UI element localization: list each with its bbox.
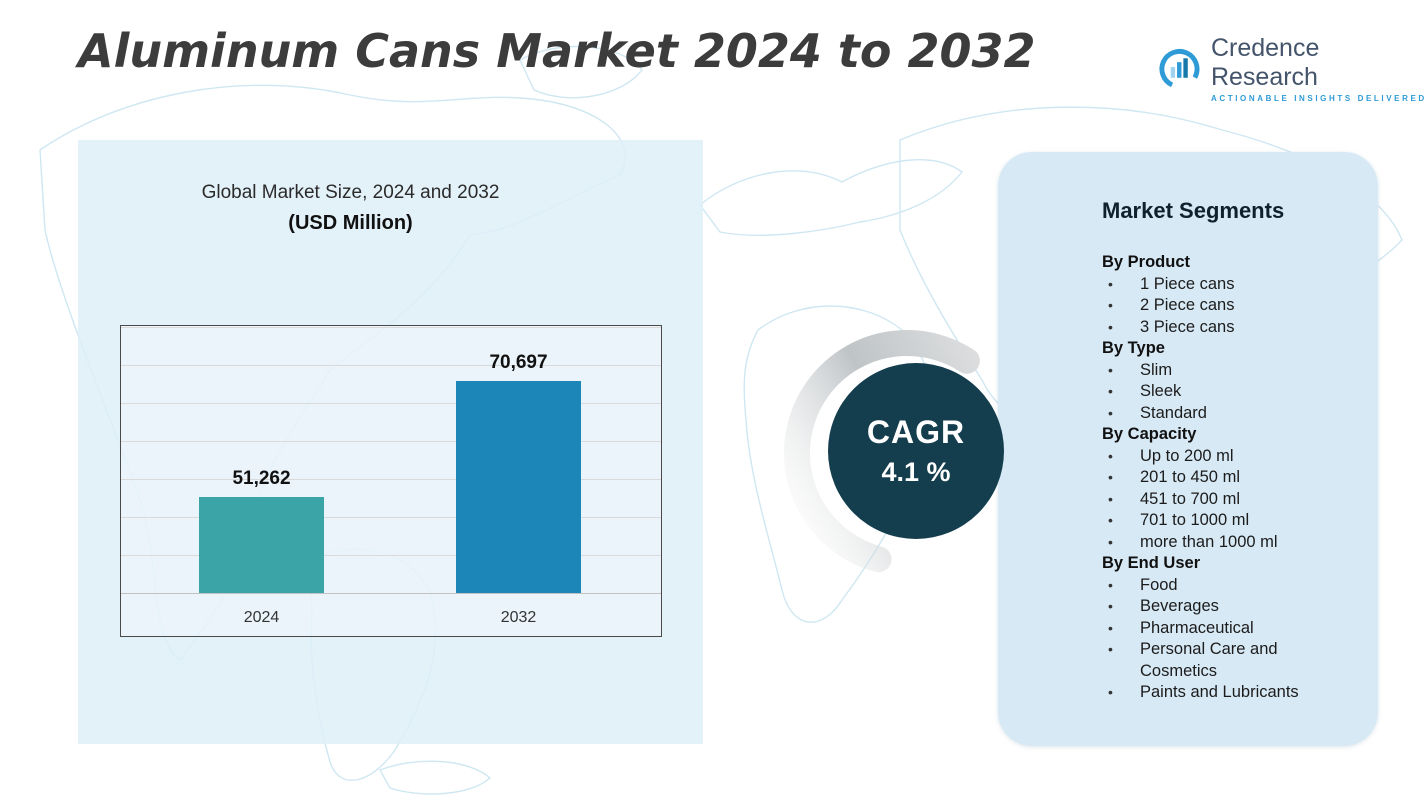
- segment-item: Up to 200 ml: [1102, 446, 1354, 468]
- segment-list: Up to 200 ml 201 to 450 ml 451 to 700 ml…: [1102, 446, 1354, 554]
- bar-2032: 70,697: [456, 352, 581, 593]
- x-axis-label-2024: 2024: [243, 609, 280, 626]
- segment-item: 3 Piece cans: [1102, 317, 1354, 339]
- segment-group-heading: By Type: [1102, 339, 1165, 357]
- bar-value-label-2032: 70,697: [489, 352, 548, 373]
- segment-group-type: By Type Slim Sleek Standard: [1102, 338, 1354, 424]
- x-axis-label-2032: 2032: [500, 609, 537, 626]
- segments-title: Market Segments: [1102, 198, 1285, 223]
- chart-title: Global Market Size, 2024 and 2032 (USD M…: [78, 182, 623, 235]
- brand-logo: Credence Research Actionable Insights De…: [1158, 34, 1428, 103]
- segment-item: 701 to 1000 ml: [1102, 510, 1354, 532]
- segment-item: 1 Piece cans: [1102, 274, 1354, 296]
- cagr-label: CAGR: [866, 414, 966, 450]
- brand-tagline: Actionable Insights Delivered: [1210, 94, 1427, 103]
- segment-group-capacity: By Capacity Up to 200 ml 201 to 450 ml 4…: [1102, 424, 1354, 553]
- segment-list: 1 Piece cans 2 Piece cans 3 Piece cans: [1102, 274, 1354, 339]
- segment-list: Slim Sleek Standard: [1102, 360, 1354, 425]
- bar-2024: 51,262: [199, 468, 324, 593]
- bar-value-label-2024: 51,262: [232, 468, 291, 489]
- brand-logo-icon: [1159, 48, 1200, 89]
- segment-list: Food Beverages Pharmaceutical Personal C…: [1102, 575, 1354, 704]
- bar-chart: 51,262 70,697 2024 2032: [120, 325, 662, 637]
- segment-item: Beverages: [1102, 596, 1354, 618]
- chart-title-line2: (USD Million): [288, 212, 413, 234]
- cagr-value: 4.1 %: [881, 457, 951, 487]
- plot-area: 51,262 70,697: [121, 326, 661, 594]
- market-segments-panel: Market Segments By Product 1 Piece cans …: [998, 152, 1378, 746]
- cagr-crescent-accent: [784, 330, 1030, 576]
- segments-content: By Product 1 Piece cans 2 Piece cans 3 P…: [1102, 252, 1354, 704]
- segment-group-end-user: By End User Food Beverages Pharmaceutica…: [1102, 553, 1354, 704]
- segment-item: Standard: [1102, 403, 1354, 425]
- segment-item: 451 to 700 ml: [1102, 489, 1354, 511]
- cagr-badge: CAGR 4.1 %: [828, 363, 1004, 539]
- brand-name: Credence Research: [1210, 34, 1320, 91]
- market-size-panel: Global Market Size, 2024 and 2032 (USD M…: [78, 140, 703, 744]
- segment-group-heading: By Product: [1102, 253, 1191, 271]
- segment-item: 201 to 450 ml: [1102, 467, 1354, 489]
- segment-group-heading: By End User: [1102, 554, 1201, 572]
- segment-item: Paints and Lubricants: [1102, 682, 1354, 704]
- segment-item: Slim: [1102, 360, 1354, 382]
- brand-logo-text: Credence Research Actionable Insights De…: [1211, 34, 1428, 103]
- segment-item: Pharmaceutical: [1102, 618, 1354, 640]
- segment-item: 2 Piece cans: [1102, 295, 1354, 317]
- segment-group-product: By Product 1 Piece cans 2 Piece cans 3 P…: [1102, 252, 1354, 338]
- segment-item: Personal Care and Cosmetics: [1102, 639, 1354, 682]
- segment-item: Sleek: [1102, 381, 1354, 403]
- segment-item: Food: [1102, 575, 1354, 597]
- chart-title-line1: Global Market Size, 2024 and 2032: [201, 182, 500, 203]
- page-title: Aluminum Cans Market 2024 to 2032: [78, 24, 1036, 78]
- segment-item: more than 1000 ml: [1102, 532, 1354, 554]
- segment-group-heading: By Capacity: [1102, 425, 1197, 443]
